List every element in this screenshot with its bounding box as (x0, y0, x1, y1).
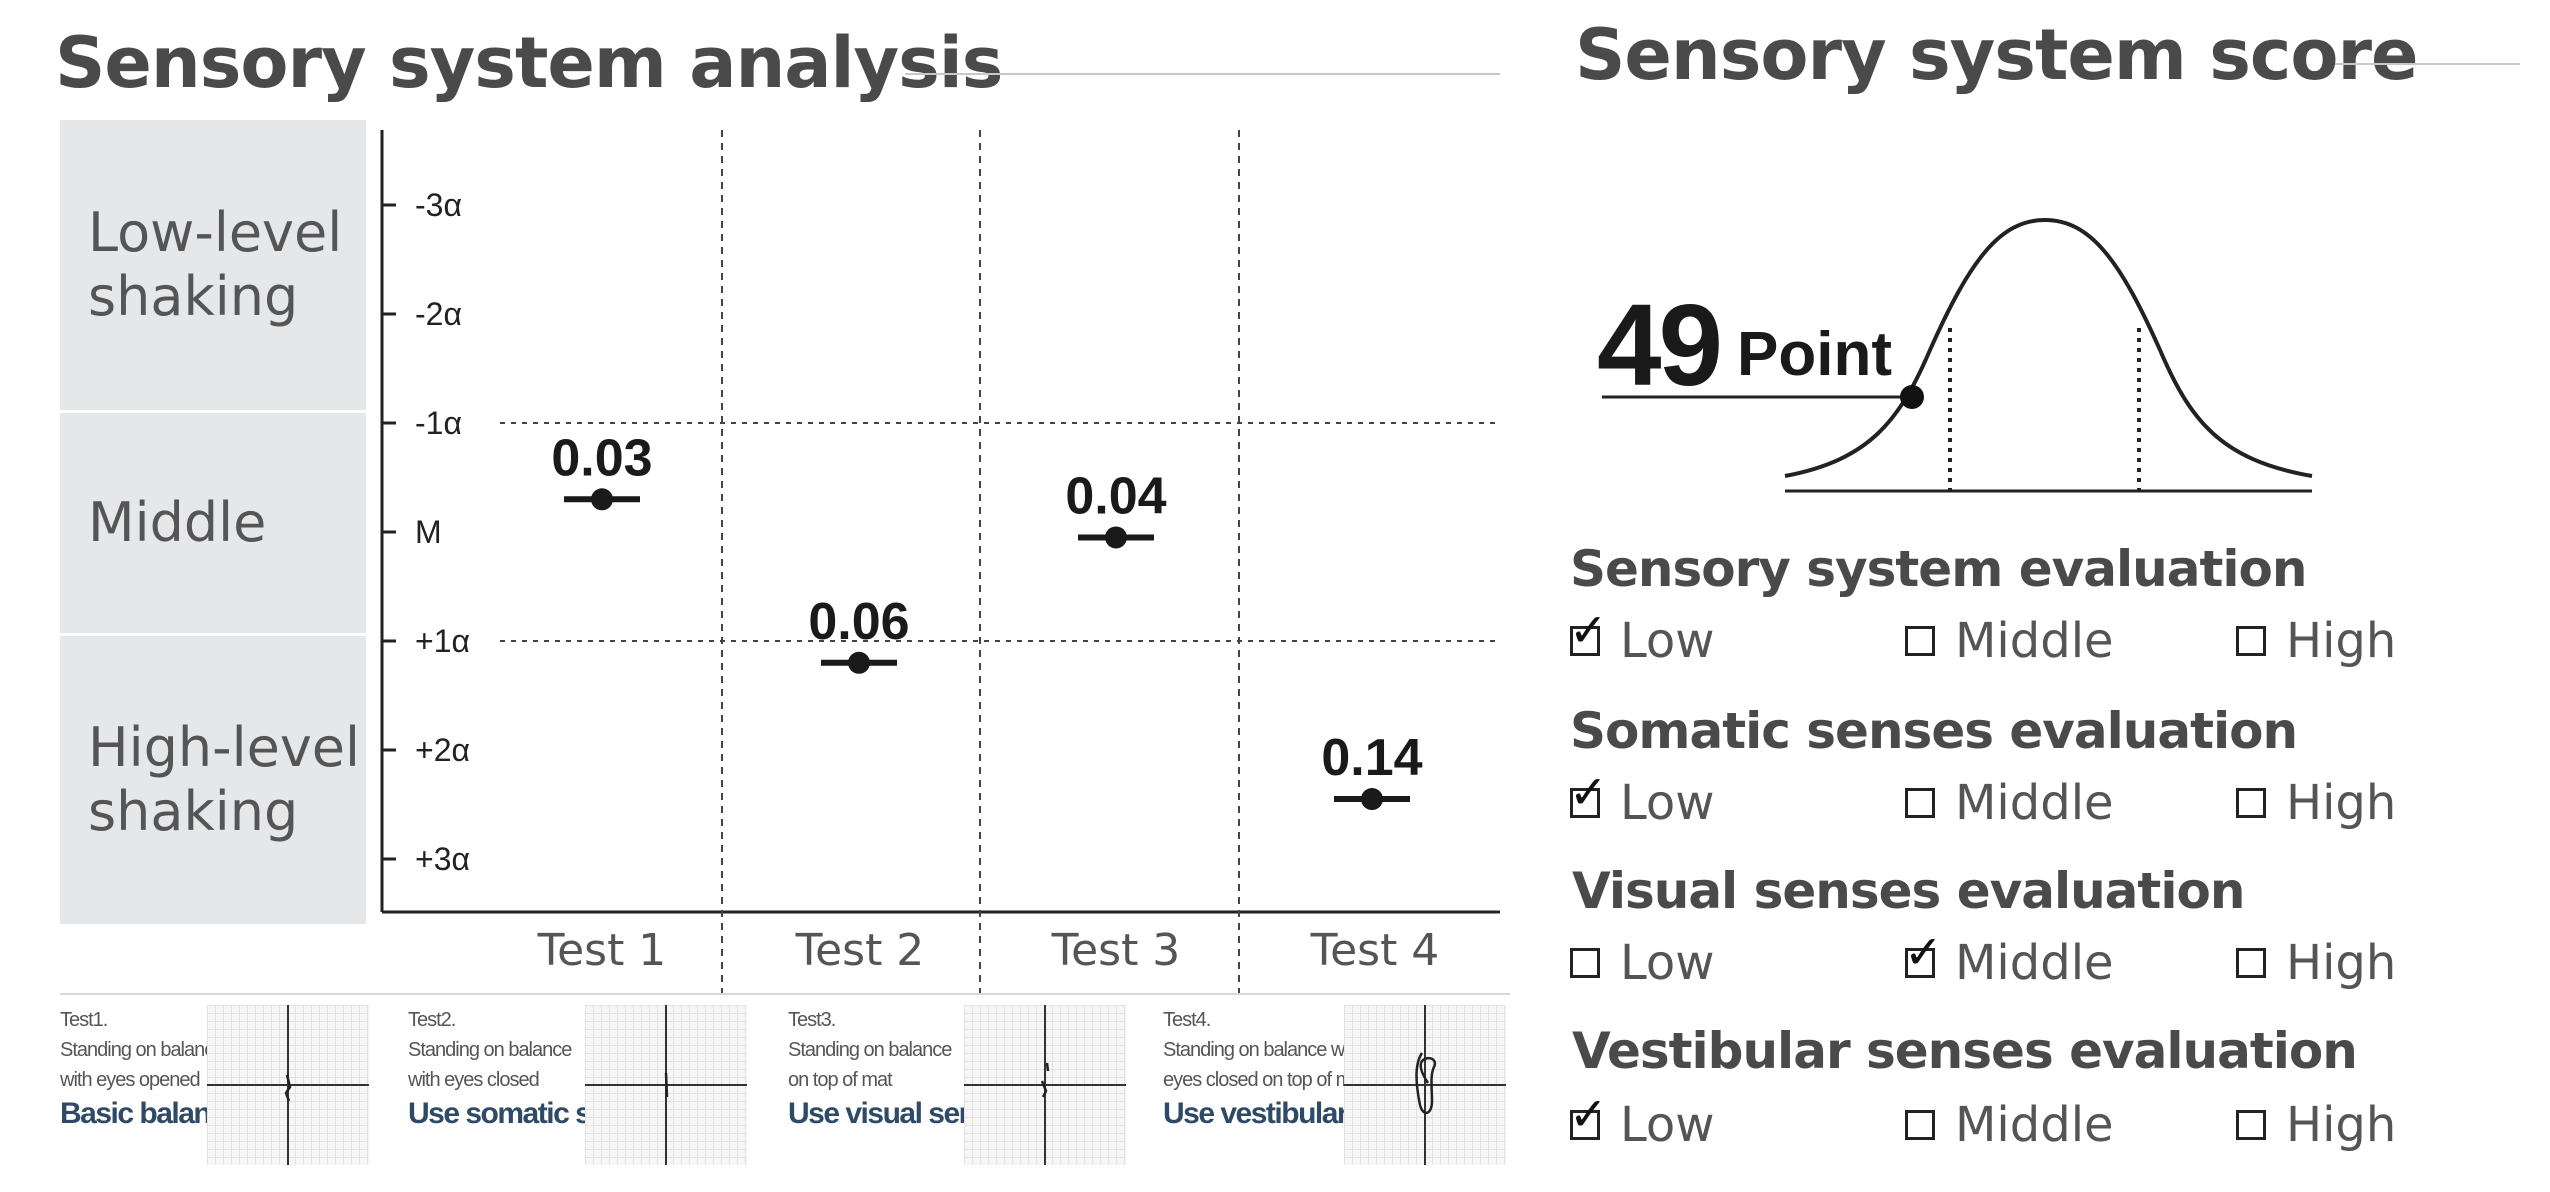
option-middle[interactable]: ✓ Middle (1904, 929, 2114, 991)
option-low[interactable]: ✓ Low (1569, 607, 1715, 669)
check-icon: ✓ (1569, 1087, 1608, 1141)
checkbox[interactable]: ✓ (2236, 1110, 2266, 1140)
y-tick-label: +1α (415, 623, 470, 659)
y-tick-label: -1α (415, 405, 462, 441)
data-label: 0.03 (551, 429, 652, 487)
x-tick-label-test-4: Test 4 (1310, 925, 1440, 976)
band-high-level-shaking: High-level shaking (60, 636, 366, 924)
option-label: Low (1620, 1097, 1715, 1153)
checkbox[interactable]: ✓ (1569, 769, 1608, 818)
checkbox[interactable]: ✓ (1904, 929, 1943, 978)
checkbox[interactable]: ✓ (1905, 626, 1935, 656)
option-label: Middle (1955, 935, 2114, 991)
data-point (1361, 788, 1383, 811)
band-middle: Middle (60, 413, 366, 633)
analysis-title: Sensory system analysis (55, 22, 1003, 104)
y-tick-label: -2α (415, 296, 462, 332)
option-label: Middle (1955, 1097, 2114, 1153)
checkbox[interactable]: ✓ (1569, 607, 1608, 656)
score-title-rule (2335, 63, 2520, 65)
option-middle[interactable]: ✓ Middle (1905, 613, 2114, 669)
analysis-title-rule (905, 73, 1500, 75)
option-label: Low (1620, 775, 1715, 831)
evaluation-title: Visual senses evaluation (1572, 862, 2245, 920)
x-tick-label-test-3: Test 3 (1051, 925, 1181, 976)
legend-top-rule (60, 993, 1510, 995)
option-low[interactable]: ✓ Low (1570, 935, 1715, 991)
score-unit: Point (1737, 320, 1892, 389)
test-2-sway-plot (585, 1005, 747, 1165)
check-icon: ✓ (1569, 603, 1608, 657)
option-high[interactable]: ✓ High (2236, 613, 2396, 669)
x-tick-label-test-2: Test 2 (795, 925, 925, 976)
option-label: High (2286, 1097, 2397, 1153)
option-label: High (2286, 935, 2397, 991)
band-low-level-shaking: Low-level shaking (60, 120, 366, 410)
check-icon: ✓ (1904, 925, 1943, 979)
evaluation-title: Vestibular senses evaluation (1572, 1022, 2358, 1080)
checkbox[interactable]: ✓ (2236, 626, 2266, 656)
checkbox[interactable]: ✓ (1905, 1110, 1935, 1140)
option-label: Low (1620, 935, 1715, 991)
checkbox[interactable]: ✓ (2236, 788, 2266, 818)
evaluation-title: Somatic senses evaluation (1570, 702, 2298, 760)
evaluation-title: Sensory system evaluation (1570, 540, 2307, 598)
option-label: High (2286, 775, 2397, 831)
y-tick-label: +3α (415, 841, 470, 877)
checkbox[interactable]: ✓ (2236, 948, 2266, 978)
y-tick-label: +2α (415, 732, 470, 768)
check-icon: ✓ (1569, 765, 1608, 819)
test-4-sway-plot (1344, 1005, 1506, 1165)
checkbox[interactable]: ✓ (1905, 788, 1935, 818)
score-value: 49 (1597, 280, 1723, 410)
option-high[interactable]: ✓ High (2236, 935, 2396, 991)
option-high[interactable]: ✓ High (2236, 775, 2396, 831)
data-point (848, 651, 870, 674)
x-tick-label-test-1: Test 1 (537, 925, 667, 976)
option-label: Middle (1955, 613, 2114, 669)
option-label: Middle (1955, 775, 2114, 831)
data-label: 0.04 (1065, 467, 1166, 525)
data-point (1105, 526, 1127, 549)
y-tick-label: M (415, 514, 442, 550)
checkbox[interactable]: ✓ (1569, 1091, 1608, 1140)
checkbox[interactable]: ✓ (1570, 948, 1600, 978)
y-tick-label: -3α (415, 187, 462, 223)
score-distribution-curve (1602, 217, 2313, 493)
option-low[interactable]: ✓ Low (1569, 1091, 1715, 1153)
option-label: High (2286, 613, 2397, 669)
option-middle[interactable]: ✓ Middle (1905, 775, 2114, 831)
option-low[interactable]: ✓ Low (1569, 769, 1715, 831)
data-point (591, 488, 613, 511)
data-label: 0.06 (808, 593, 909, 651)
option-high[interactable]: ✓ High (2236, 1097, 2396, 1153)
score-title: Sensory system score (1575, 14, 2418, 96)
test-1-sway-plot (207, 1005, 369, 1165)
option-label: Low (1620, 613, 1715, 669)
data-label: 0.14 (1321, 729, 1422, 787)
test-3-sway-plot (964, 1005, 1126, 1165)
sensory-analysis-chart: -3α -2α -1α M +1α +2α +3α 0.03 0.06 0.04 0.14 (380, 130, 1500, 995)
option-middle[interactable]: ✓ Middle (1905, 1097, 2114, 1153)
